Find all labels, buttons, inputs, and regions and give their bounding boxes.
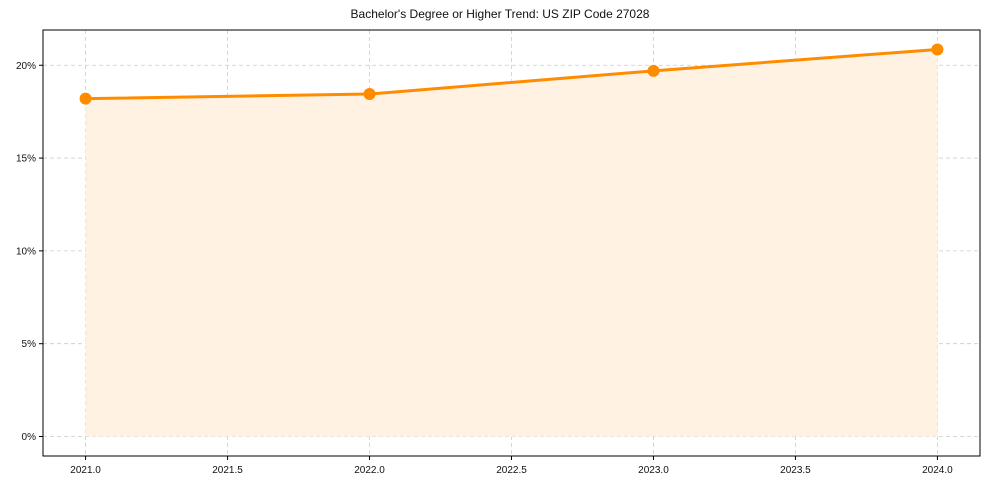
- x-tick-label: 2022.5: [496, 465, 527, 476]
- x-tick-label: 2021.5: [212, 465, 243, 476]
- y-tick-label: 0%: [22, 432, 37, 443]
- data-point-marker: [79, 92, 92, 105]
- area-fill: [85, 49, 938, 437]
- x-tick-label: 2021.0: [70, 465, 101, 476]
- y-axis: 0% 5% 10% 15% 20%: [16, 61, 43, 443]
- y-tick-label: 15%: [16, 154, 36, 165]
- x-tick-label: 2024.0: [922, 465, 953, 476]
- data-line: [85, 47, 938, 101]
- chart-title: Bachelor's Degree or Higher Trend: US ZI…: [350, 7, 650, 21]
- data-point-marker: [363, 88, 376, 101]
- data-markers: [79, 43, 944, 105]
- y-tick-label: 5%: [22, 339, 37, 350]
- y-tick-label: 10%: [16, 246, 36, 257]
- x-tick-label: 2022.0: [354, 465, 385, 476]
- x-tick-label: 2023.0: [638, 465, 669, 476]
- x-axis: 2021.0 2021.5 2022.0 2022.5 2023.0 2023.5 2024…: [70, 456, 953, 476]
- data-point-marker: [931, 43, 944, 56]
- x-tick-label: 2023.5: [780, 465, 811, 476]
- data-point-marker: [647, 64, 660, 77]
- y-tick-label: 20%: [16, 61, 36, 72]
